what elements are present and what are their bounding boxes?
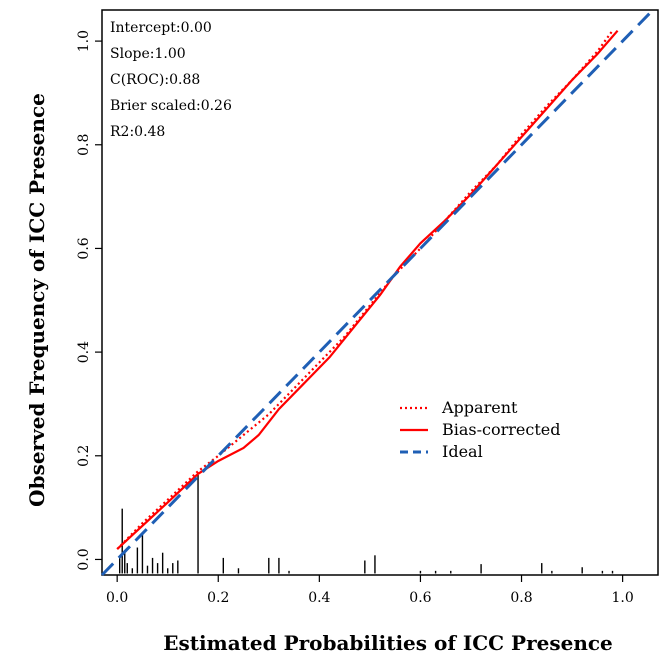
legend-label: Bias-corrected xyxy=(442,420,561,439)
legend-label: Apparent xyxy=(441,398,518,417)
y-tick-label: 0.8 xyxy=(76,134,92,156)
x-axis-title: Estimated Probabilities of ICC Presence xyxy=(163,631,613,655)
x-tick-label: 1.0 xyxy=(611,590,633,606)
x-tick-label: 0.6 xyxy=(409,590,431,606)
y-tick-label: 1.0 xyxy=(76,30,92,52)
y-tick-label: 0.4 xyxy=(76,341,92,363)
stat-label: C(ROC):0.88 xyxy=(110,72,200,88)
x-tick-label: 0.2 xyxy=(207,590,229,606)
stat-label: Intercept:0.00 xyxy=(110,20,212,36)
legend: Apparent Bias-corrected Ideal xyxy=(400,398,561,461)
axis-ticks: 0.0 0.2 0.4 0.6 0.8 1.0 0.0 0.2 0.4 0.6 0.8 1.0 xyxy=(76,30,634,606)
stat-label: Slope:1.00 xyxy=(110,46,186,62)
series-layer xyxy=(100,8,654,577)
plot-frame xyxy=(101,9,659,576)
y-axis-title: Observed Frequency of ICC Presence xyxy=(25,93,49,507)
x-tick-label: 0.4 xyxy=(308,590,330,606)
x-tick-label: 0.0 xyxy=(106,590,128,606)
stat-label: R2:0.48 xyxy=(110,124,165,140)
y-tick-label: 0.0 xyxy=(76,548,92,570)
y-tick-label: 0.2 xyxy=(76,445,92,467)
series-line-ideal xyxy=(100,8,654,577)
y-tick-label: 0.6 xyxy=(76,237,92,259)
legend-label: Ideal xyxy=(442,442,483,461)
stats-box: Intercept:0.00 Slope:1.00 C(ROC):0.88 Brier… xyxy=(110,20,232,140)
probability-histogram xyxy=(118,474,614,574)
x-tick-label: 0.8 xyxy=(510,590,532,606)
stat-label: Brier scaled:0.26 xyxy=(110,98,232,114)
series-line-apparent xyxy=(116,30,614,550)
